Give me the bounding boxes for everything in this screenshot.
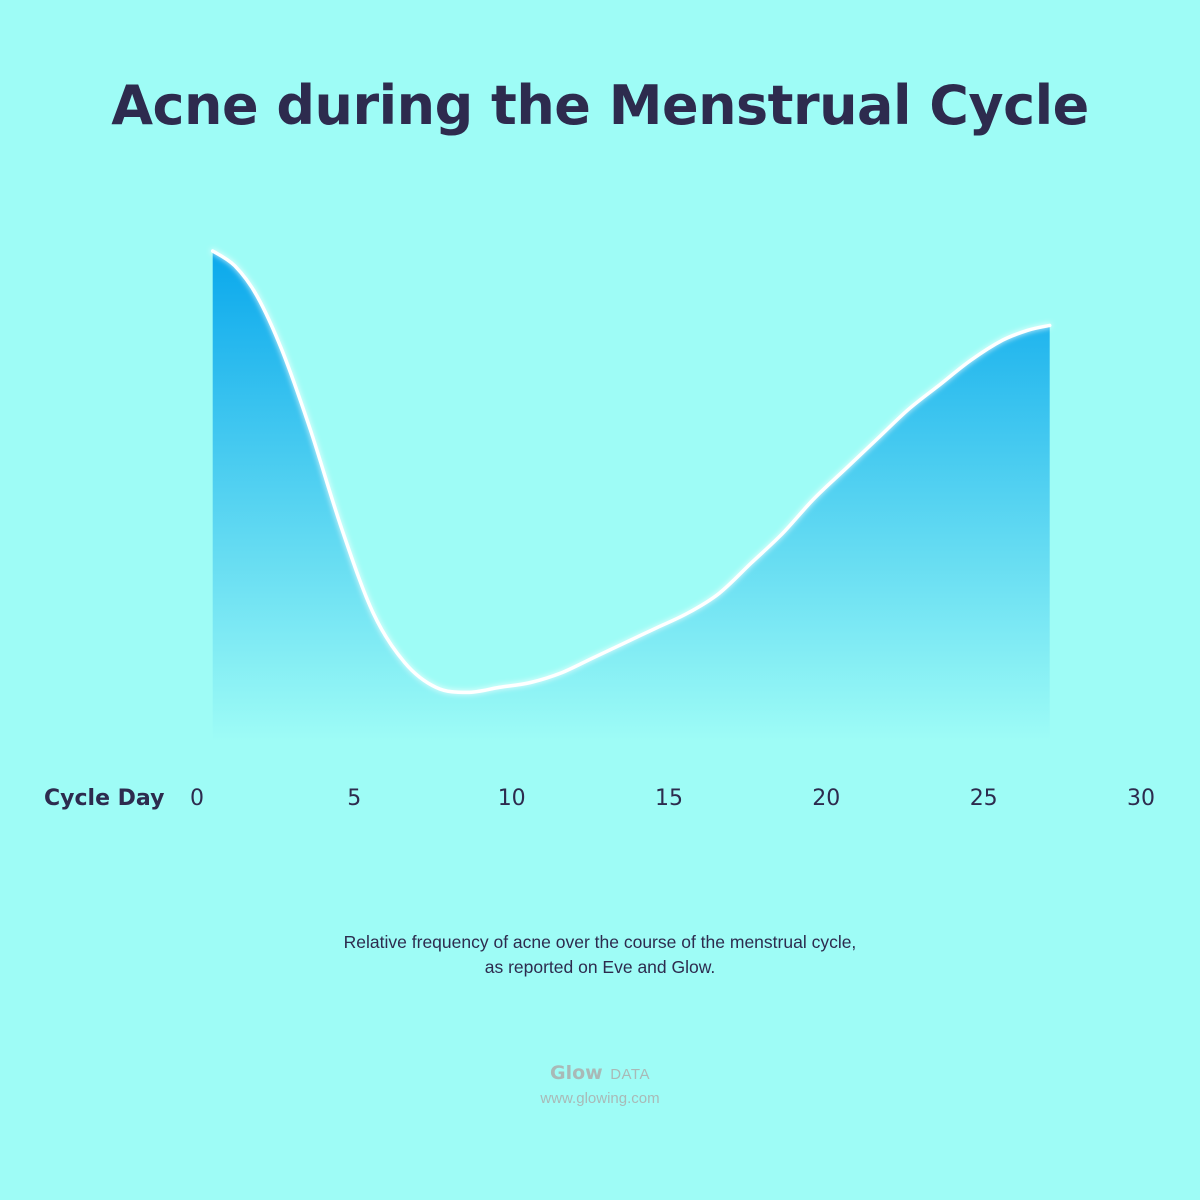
chart-caption: Relative frequency of acne over the cour… [0,930,1200,980]
brand-url: www.glowing.com [540,1090,660,1107]
series-area [212,251,1050,742]
x-tick-label: 25 [969,786,998,811]
caption-line-1: Relative frequency of acne over the cour… [343,932,857,952]
x-tick-label: 10 [497,786,526,811]
caption-line-2: as reported on Eve and Glow. [484,957,716,977]
x-tick-label: 20 [812,786,841,811]
brand-tag: DATA [610,1066,650,1083]
brand-logo: Glow DATA [0,1062,1200,1084]
x-tick-label: 5 [347,786,362,811]
chart-title: Acne during the Menstrual Cycle [111,74,1089,137]
glow-logo: Glow [550,1062,603,1084]
x-tick-label: 30 [1127,786,1155,811]
x-tick-label: 15 [655,786,683,811]
x-axis-title: Cycle Day [44,786,165,811]
x-tick-label: 0 [190,786,204,811]
series-line [210,249,1052,695]
